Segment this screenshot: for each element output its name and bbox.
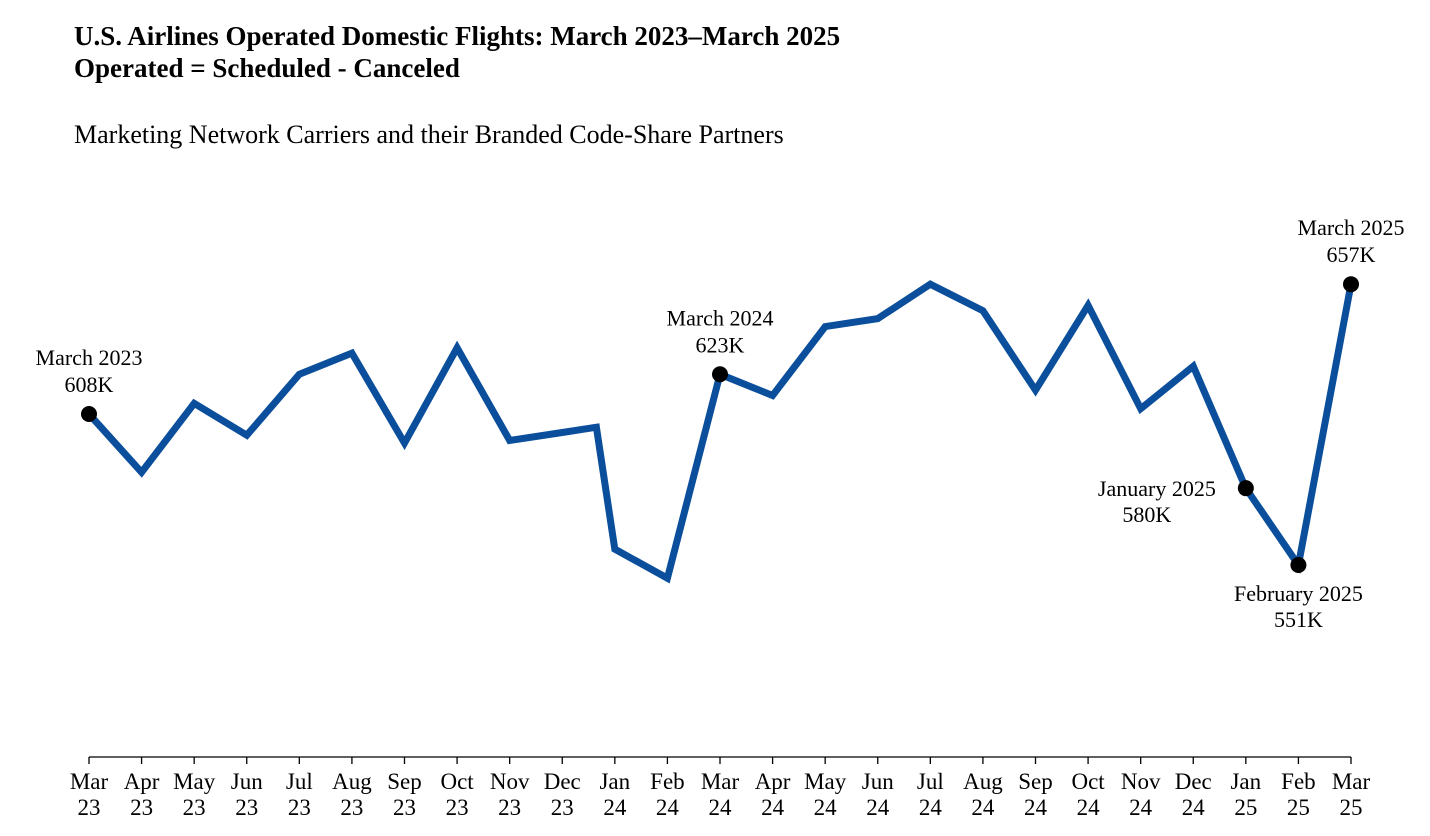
x-tick-label-year: 24 (919, 795, 943, 820)
x-axis: Mar23Apr23May23Jun23Jul23Aug23Sep23Oct23… (70, 756, 1371, 820)
x-tick-label-year: 23 (551, 795, 574, 820)
x-tick-label-month: Dec (1175, 769, 1212, 794)
x-tick-label-month: Apr (124, 769, 160, 794)
data-point-marker (1290, 557, 1307, 573)
annotation-date-label: March 2025 (1298, 215, 1405, 240)
x-tick-label-month: Sep (387, 769, 422, 794)
x-tick-label-month: Jan (1230, 769, 1261, 794)
chart-title-line2: Operated = Scheduled - Canceled (74, 53, 460, 83)
x-tick-label-year: 23 (183, 795, 206, 820)
data-point-marker (1343, 276, 1359, 293)
x-tick-label-year: 25 (1234, 795, 1257, 820)
x-tick-label-year: 24 (1182, 795, 1206, 820)
x-tick-label-month: Aug (332, 769, 372, 794)
x-tick-label-month: Mar (701, 769, 740, 794)
x-tick-label-month: Mar (1332, 769, 1371, 794)
x-tick-label-year: 23 (78, 795, 101, 820)
x-tick-label-year: 24 (1077, 795, 1101, 820)
annotation-value-label: 608K (65, 372, 114, 397)
annotation-date-label: February 2025 (1234, 581, 1363, 606)
x-tick-label-year: 23 (498, 795, 521, 820)
x-tick-label-month: Nov (490, 769, 530, 794)
x-tick-label-month: Feb (650, 769, 685, 794)
x-tick-label-year: 23 (235, 795, 258, 820)
x-tick-label-year: 24 (1024, 795, 1048, 820)
x-tick-label-year: 23 (393, 795, 416, 820)
series-line-group (86, 280, 1355, 584)
x-tick-label-year: 24 (971, 795, 995, 820)
x-tick-label-month: Jul (917, 769, 944, 794)
x-tick-label-month: Feb (1281, 769, 1316, 794)
annotation-value-label: 551K (1274, 607, 1323, 632)
annotation-date-label: January 2025 (1098, 476, 1216, 501)
x-tick-label-year: 23 (446, 795, 469, 820)
x-tick-label-year: 24 (656, 795, 680, 820)
x-tick-label-month: Sep (1018, 769, 1053, 794)
x-tick-label-year: 23 (130, 795, 153, 820)
x-tick-label-year: 25 (1287, 795, 1310, 820)
x-tick-label-year: 24 (603, 795, 627, 820)
x-tick-label-month: Nov (1121, 769, 1161, 794)
x-tick-label-year: 24 (814, 795, 838, 820)
x-tick-label-year: 25 (1340, 795, 1363, 820)
series-line (86, 280, 1355, 584)
x-tick-label-month: Oct (440, 769, 474, 794)
x-tick-label-month: Aug (963, 769, 1003, 794)
annotation-markers (81, 276, 1359, 573)
x-tick-label-month: May (173, 769, 216, 794)
annotation-date-label: March 2024 (667, 305, 774, 330)
x-tick-label-month: Jan (599, 769, 630, 794)
x-tick-label-month: Mar (70, 769, 109, 794)
chart-title-line1: U.S. Airlines Operated Domestic Flights:… (74, 21, 841, 51)
x-tick-label-month: May (804, 769, 847, 794)
x-tick-label-month: Apr (755, 769, 791, 794)
annotation-value-label: 657K (1327, 242, 1376, 267)
chart-title: U.S. Airlines Operated Domestic Flights:… (74, 20, 840, 84)
chart-subtitle: Marketing Network Carriers and their Bra… (74, 120, 784, 149)
annotation-value-label: 623K (696, 332, 745, 357)
data-point-marker (81, 406, 97, 422)
x-tick-label-year: 24 (709, 795, 733, 820)
x-tick-label-year: 24 (761, 795, 785, 820)
x-tick-label-year: 24 (1129, 795, 1153, 820)
x-tick-label-month: Jun (862, 769, 894, 794)
x-tick-label-year: 23 (340, 795, 363, 820)
x-tick-label-year: 23 (288, 795, 311, 820)
x-tick-label-month: Jun (231, 769, 263, 794)
annotation-value-label: 580K (1122, 502, 1171, 527)
x-tick-label-month: Dec (544, 769, 581, 794)
annotation-date-label: March 2023 (36, 345, 143, 370)
x-tick-label-month: Jul (286, 769, 313, 794)
data-point-marker (712, 366, 728, 383)
x-tick-label-month: Oct (1071, 769, 1105, 794)
data-point-marker (1237, 480, 1254, 497)
x-tick-label-year: 24 (866, 795, 890, 820)
